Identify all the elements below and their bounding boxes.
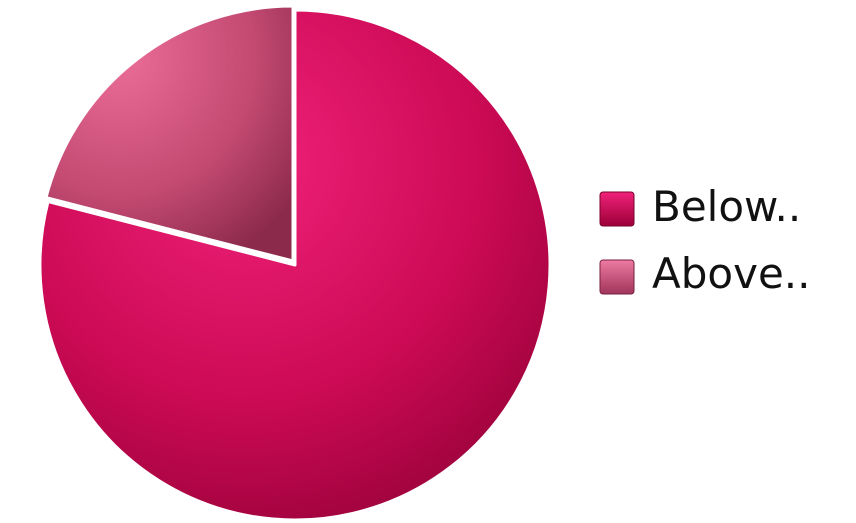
pie-slice-below [38,8,552,522]
legend: Below.. Above.. [599,182,810,298]
legend-swatch-above [599,259,635,295]
legend-item-above: Above.. [599,249,810,298]
legend-item-below: Below.. [599,182,801,231]
legend-label-above: Above.. [652,249,810,298]
pie-slice-above [44,4,295,263]
legend-label-below: Below.. [652,182,801,231]
legend-swatch-below [599,191,635,227]
pie-slices [38,4,552,522]
